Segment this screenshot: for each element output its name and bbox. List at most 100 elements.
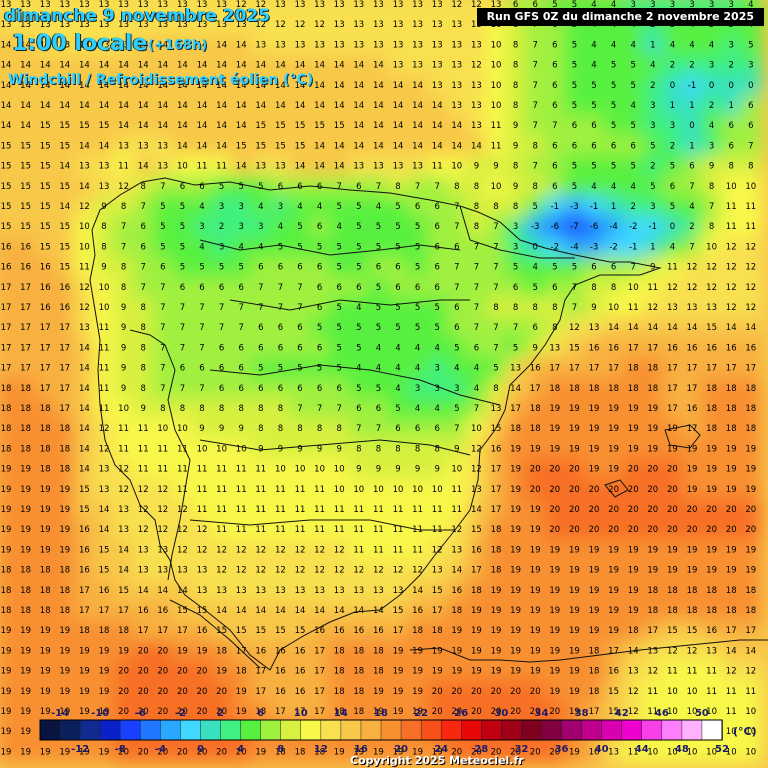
grid-value: 14	[138, 101, 149, 111]
grid-value: 13	[353, 162, 364, 172]
grid-value: 6	[160, 263, 165, 273]
grid-value: 20	[491, 707, 502, 717]
grid-value: 10	[373, 485, 384, 495]
grid-value: 13	[138, 566, 149, 576]
grid-value: 7	[474, 263, 479, 273]
grid-value: 13	[373, 162, 384, 172]
grid-value: 13	[79, 0, 90, 10]
legend-swatch	[99, 719, 121, 741]
grid-value: 7	[258, 303, 263, 313]
grid-value: 18	[1, 404, 12, 414]
grid-value: 6	[748, 101, 753, 111]
grid-value: 5	[415, 242, 420, 252]
run-info: Run GFS 0Z du dimanche 2 novembre 2025	[476, 8, 764, 26]
grid-value: 13	[118, 525, 129, 535]
grid-value: 19	[491, 626, 502, 636]
grid-value: 2	[689, 222, 694, 232]
grid-value: 20	[706, 525, 717, 535]
grid-value: 17	[314, 687, 325, 697]
grid-value: 19	[608, 586, 619, 596]
grid-value: 6	[728, 121, 733, 131]
grid-value: 5	[493, 364, 498, 374]
grid-value: 5	[376, 242, 381, 252]
grid-value: 6	[180, 182, 185, 192]
grid-value: 13	[157, 0, 168, 10]
grid-value: -1	[688, 81, 696, 91]
grid-value: 9	[101, 202, 106, 212]
legend-swatch	[59, 719, 81, 741]
grid-value: 8	[160, 404, 165, 414]
grid-value: 20	[726, 505, 737, 515]
grid-value: 19	[1, 485, 12, 495]
grid-value: 3	[650, 0, 655, 10]
grid-value: 7	[356, 424, 361, 434]
grid-value: 12	[118, 182, 129, 192]
grid-value: 10	[177, 162, 188, 172]
grid-value: 19	[628, 424, 639, 434]
grid-value: 4	[611, 182, 616, 192]
grid-value: 20	[157, 687, 168, 697]
legend-swatch	[280, 719, 302, 741]
grid-value: 5	[356, 384, 361, 394]
grid-value: 19	[197, 646, 208, 656]
grid-value: 6	[395, 283, 400, 293]
grid-value: 7	[317, 404, 322, 414]
grid-value: 6	[532, 0, 537, 10]
grid-value: 20	[628, 505, 639, 515]
grid-value: 19	[79, 667, 90, 677]
grid-value: 16	[40, 263, 51, 273]
grid-value: 14	[157, 40, 168, 50]
legend-swatch	[561, 719, 583, 741]
grid-value: 19	[667, 444, 678, 454]
grid-value: 13	[510, 364, 521, 374]
grid-value: 20	[138, 646, 149, 656]
grid-value: 16	[412, 606, 423, 616]
grid-value: 3	[650, 121, 655, 131]
grid-value: 7	[474, 242, 479, 252]
grid-value: 19	[530, 667, 541, 677]
grid-value: 19	[549, 424, 560, 434]
grid-value: 5	[356, 263, 361, 273]
grid-value: 18	[236, 667, 247, 677]
grid-value: 15	[20, 222, 31, 232]
grid-value: 12	[295, 566, 306, 576]
grid-value: 16	[706, 343, 717, 353]
grid-value: 14	[177, 141, 188, 151]
grid-value: 6	[434, 202, 439, 212]
grid-value: 16	[295, 667, 306, 677]
grid-value: 15	[667, 626, 678, 636]
grid-value: 16	[687, 343, 698, 353]
grid-value: -6	[590, 222, 598, 232]
grid-value: 17	[687, 364, 698, 374]
grid-value: 4	[709, 121, 714, 131]
grid-value: 18	[1, 606, 12, 616]
grid-value: 19	[530, 566, 541, 576]
grid-value: 19	[393, 707, 404, 717]
grid-value: 13	[471, 121, 482, 131]
grid-value: 15	[40, 242, 51, 252]
grid-value: 15	[99, 121, 110, 131]
grid-value: 6	[434, 424, 439, 434]
grid-value: 8	[376, 444, 381, 454]
grid-value: 17	[1, 364, 12, 374]
forecast-lead: (+168h)	[148, 38, 208, 53]
grid-value: 19	[745, 485, 756, 495]
grid-value: 13	[334, 20, 345, 30]
grid-value: 15	[255, 141, 266, 151]
grid-value: 7	[493, 222, 498, 232]
grid-value: 18	[647, 606, 658, 616]
grid-value: 12	[451, 525, 462, 535]
grid-value: 13	[432, 20, 443, 30]
grid-value: 11	[295, 525, 306, 535]
grid-value: 6	[552, 81, 557, 91]
grid-value: 19	[608, 465, 619, 475]
grid-value: 17	[157, 626, 168, 636]
grid-value: 7	[297, 283, 302, 293]
grid-value: 5	[336, 323, 341, 333]
grid-value: 5	[336, 263, 341, 273]
grid-value: 6	[297, 263, 302, 273]
grid-value: 17	[79, 606, 90, 616]
grid-value: 7	[493, 343, 498, 353]
grid-value: 6	[297, 384, 302, 394]
